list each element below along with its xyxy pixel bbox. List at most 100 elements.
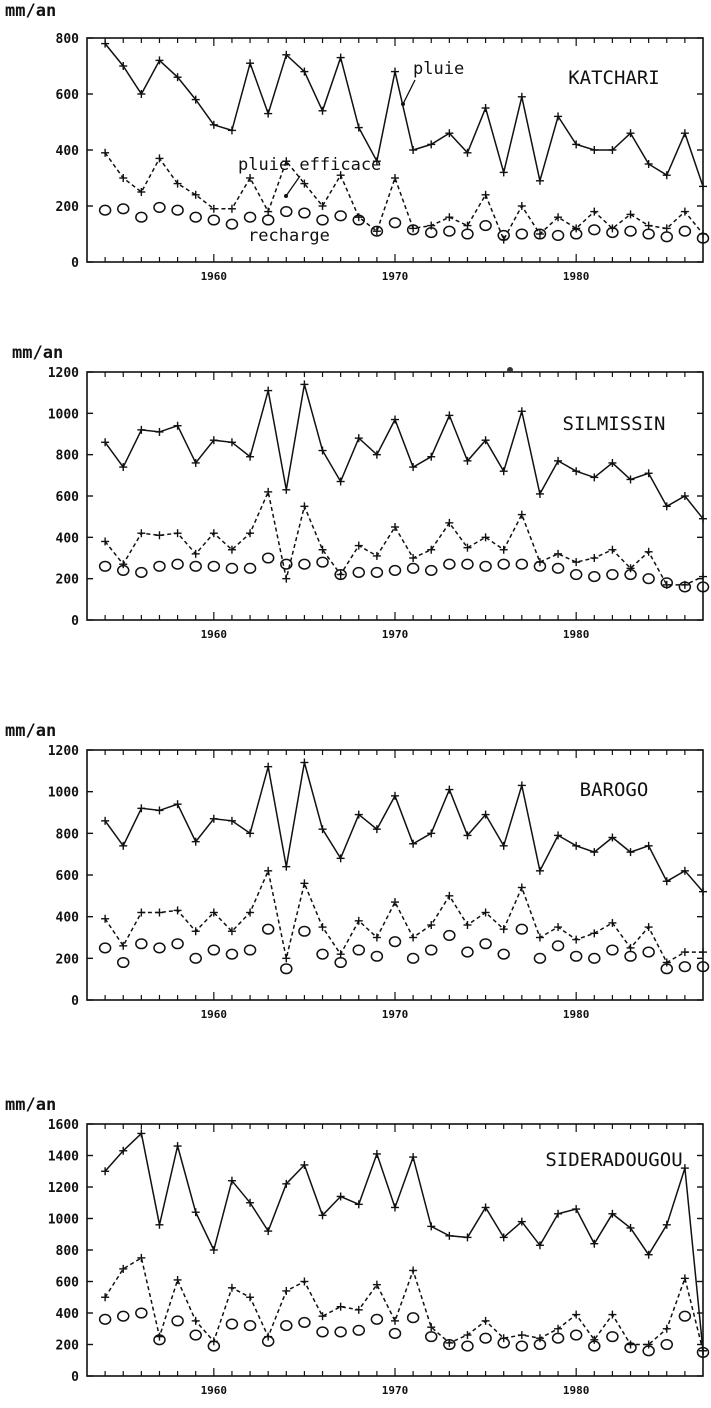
data-point-circle: [280, 963, 293, 975]
data-point-plus: [264, 207, 273, 216]
data-point-plus: [173, 421, 182, 430]
data-point-plus: [463, 221, 472, 230]
data-point-circle: [696, 961, 710, 973]
data-point-plus: [372, 1280, 381, 1289]
chart-title: BAROGO: [580, 779, 649, 801]
annotation-label: pluie efficace: [238, 155, 381, 175]
data-point-plus: [155, 154, 164, 163]
data-point-plus: [481, 436, 490, 445]
series-line-2: [104, 868, 703, 964]
data-point-circle: [298, 558, 311, 570]
data-point-plus: [644, 923, 653, 932]
data-point-plus: [101, 914, 110, 923]
data-point-plus: [554, 923, 563, 932]
data-point-plus: [517, 510, 526, 519]
y-axis-label: mm/an: [12, 343, 63, 363]
data-point-plus: [137, 908, 146, 917]
data-point-plus: [372, 551, 381, 560]
data-point-plus: [499, 467, 508, 476]
data-point-plus: [481, 1316, 490, 1325]
data-point-circle: [280, 206, 293, 218]
data-point-plus: [101, 816, 110, 825]
data-point-plus: [626, 943, 635, 952]
data-point-plus: [209, 908, 218, 917]
data-point-circle: [678, 1310, 692, 1322]
data-point-circle: [696, 1346, 710, 1358]
data-point-plus: [644, 160, 653, 168]
y-axis-label: mm/an: [5, 721, 56, 741]
data-point-plus: [572, 935, 581, 944]
y-tick-label: 1000: [48, 1213, 79, 1228]
data-point-circle: [406, 224, 420, 236]
data-point-plus: [445, 1231, 454, 1240]
data-point-plus: [644, 547, 653, 556]
data-point-plus: [282, 574, 291, 583]
data-point-plus: [300, 1160, 309, 1169]
data-point-plus: [264, 762, 273, 771]
data-point-plus: [590, 554, 599, 562]
data-point-plus: [246, 1198, 255, 1207]
data-point-plus: [101, 1293, 110, 1302]
data-point-plus: [246, 174, 255, 182]
data-point-plus: [608, 146, 617, 154]
data-point-plus: [463, 831, 472, 840]
data-point-plus: [209, 120, 218, 129]
x-tick-label: 1960: [201, 1384, 228, 1397]
data-point-plus: [608, 1209, 617, 1218]
data-point-plus: [554, 456, 563, 465]
data-point-circle: [515, 923, 529, 935]
data-point-plus: [499, 1233, 508, 1242]
data-point-circle: [551, 940, 565, 952]
annotation-arrow: [285, 175, 301, 197]
data-point-plus: [318, 825, 327, 834]
data-point-circle: [261, 1335, 275, 1347]
data-point-plus: [300, 67, 309, 76]
y-tick-label: 200: [56, 573, 80, 588]
y-tick-label: 800: [56, 827, 80, 842]
data-point-plus: [572, 558, 581, 567]
data-point-plus: [463, 921, 472, 929]
data-point-circle: [153, 560, 166, 572]
data-point-plus: [137, 804, 146, 813]
data-point-plus: [191, 190, 200, 199]
data-point-plus: [572, 224, 581, 233]
data-point-plus: [354, 541, 363, 550]
data-point-plus: [699, 887, 707, 896]
data-point-circle: [135, 1307, 148, 1319]
data-point-circle: [298, 207, 311, 219]
data-point-circle: [189, 1329, 202, 1341]
data-point-plus: [282, 485, 291, 494]
data-point-circle: [642, 946, 655, 958]
data-point-plus: [680, 492, 689, 500]
data-point-circle: [316, 1326, 329, 1338]
series-line-1: [104, 43, 704, 187]
data-point-plus: [336, 1192, 345, 1201]
data-point-plus: [626, 210, 635, 219]
data-point-circle: [116, 203, 130, 215]
data-point-plus: [608, 545, 617, 554]
data-point-plus: [300, 179, 309, 188]
data-point-plus: [282, 1179, 291, 1188]
data-point-plus: [699, 182, 707, 191]
data-point-plus: [427, 921, 436, 929]
data-point-plus: [391, 1316, 399, 1325]
data-point-plus: [318, 923, 327, 932]
data-point-plus: [300, 879, 309, 888]
data-point-plus: [209, 814, 218, 823]
data-point-circle: [551, 562, 565, 574]
data-point-plus: [137, 1129, 146, 1138]
chart-title: SILMISSIN: [563, 413, 666, 435]
data-point-plus: [155, 1332, 164, 1341]
data-point-plus: [409, 463, 418, 472]
annotation-label: pluie: [413, 59, 464, 79]
data-point-plus: [173, 800, 182, 809]
data-point-circle: [280, 558, 293, 570]
data-point-circle: [370, 225, 384, 237]
data-point-plus: [336, 854, 345, 863]
data-point-plus: [209, 204, 218, 213]
data-point-circle: [225, 1318, 239, 1330]
data-point-circle: [171, 1315, 184, 1327]
data-point-plus: [300, 1277, 309, 1286]
data-point-circle: [261, 552, 275, 564]
data-point-plus: [608, 458, 617, 467]
